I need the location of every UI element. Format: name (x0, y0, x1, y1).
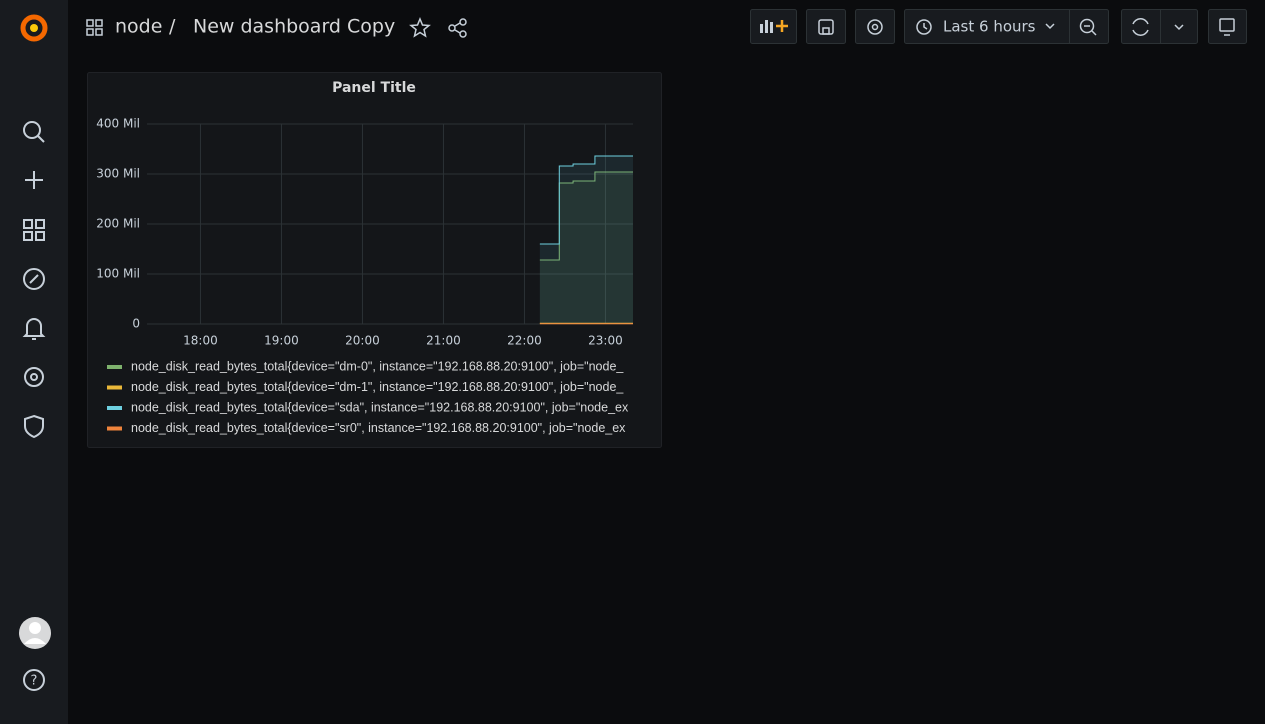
svg-text:?: ? (31, 674, 38, 689)
plot: 0 100 Mil 200 Mil 300 Mil 400 Mil 18:00 19:00 2… (96, 117, 633, 348)
series-line (539, 171, 633, 261)
x-tick-label: 22:00 (507, 334, 542, 348)
share-button[interactable] (448, 18, 467, 38)
help-icon[interactable]: ? (23, 669, 45, 691)
refresh-button[interactable] (1121, 9, 1198, 44)
x-tick-label: 20:00 (345, 334, 380, 348)
tv-mode-button[interactable] (1208, 9, 1247, 44)
legend-label: node_disk_read_bytes_total{device="sda",… (131, 400, 629, 414)
area-fill (539, 172, 633, 324)
explore-icon[interactable] (23, 268, 45, 290)
y-tick-label: 300 Mil (96, 167, 140, 181)
legend-label: node_disk_read_bytes_total{device="dm-0"… (131, 359, 624, 373)
breadcrumb-icon (86, 19, 103, 36)
star-button[interactable] (409, 17, 431, 38)
legend-label: node_disk_read_bytes_total{device="dm-1"… (131, 380, 624, 394)
dashboard-title[interactable]: New dashboard Copy (193, 16, 395, 38)
settings-icon[interactable] (24, 367, 44, 387)
area-fill (539, 156, 633, 324)
grafana-logo[interactable] (20, 14, 48, 42)
time-range[interactable]: Last 6 hours (943, 18, 1036, 36)
series-line (539, 155, 633, 245)
time-picker[interactable] (904, 9, 1109, 44)
alerting-icon[interactable] (22, 318, 46, 340)
legend: node_disk_read_bytes_total{device="dm-0"… (107, 359, 629, 435)
panel-title[interactable]: Panel Title (332, 80, 416, 96)
y-tick-label: 0 (132, 317, 140, 331)
add-panel-button[interactable] (750, 9, 797, 44)
x-tick-label: 18:00 (183, 334, 218, 348)
dashboards-icon[interactable] (23, 219, 45, 241)
y-tick-label: 200 Mil (96, 217, 140, 231)
create-icon[interactable] (25, 171, 43, 189)
save-button[interactable] (806, 9, 846, 44)
search-icon[interactable] (23, 121, 45, 143)
shield-icon[interactable] (24, 414, 44, 439)
legend-label: node_disk_read_bytes_total{device="sr0",… (131, 421, 626, 435)
panel (87, 72, 662, 448)
x-tick-label: 19:00 (264, 334, 299, 348)
x-tick-label: 21:00 (426, 334, 461, 348)
breadcrumb-separator: / (169, 16, 176, 38)
x-tick-label: 23:00 (588, 334, 623, 348)
settings-button[interactable] (855, 9, 895, 44)
avatar[interactable] (19, 617, 51, 649)
sidebar (0, 0, 68, 724)
y-tick-label: 400 Mil (96, 117, 140, 131)
folder-link[interactable]: node (115, 16, 162, 38)
y-tick-label: 100 Mil (96, 267, 140, 281)
